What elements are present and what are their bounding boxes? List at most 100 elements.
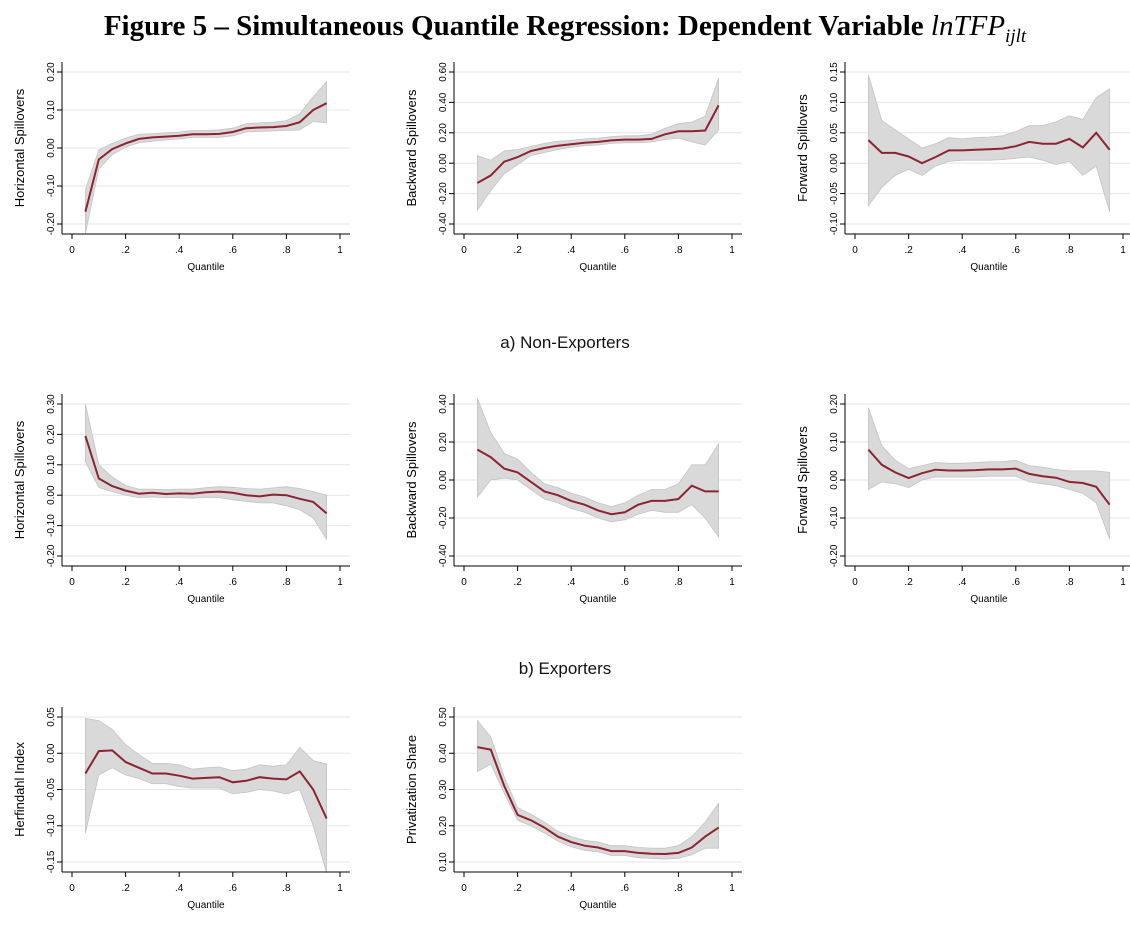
y-tick-label: -0.10	[46, 514, 57, 537]
x-tick-label: 1	[729, 883, 735, 894]
x-tick-label: .4	[567, 245, 576, 256]
x-tick-label: 1	[729, 245, 735, 256]
estimate-line	[84, 102, 328, 213]
x-axis-title: Quantile	[579, 594, 617, 605]
y-axis-title: Backward Spillovers	[404, 89, 419, 207]
y-axis-title: Privatization Share	[404, 735, 419, 844]
y-tick-label: 0.05	[829, 123, 840, 143]
y-tick-label: 0.20	[46, 424, 57, 444]
x-tick-label: 0	[461, 577, 467, 588]
x-tick-label: .4	[175, 245, 184, 256]
x-tick-label: .2	[513, 245, 522, 256]
x-tick-label: .6	[229, 577, 238, 588]
x-tick-label: 1	[729, 577, 735, 588]
y-tick-label: -0.20	[46, 544, 57, 567]
chart-non-exporters-forward: 0.15 0.10 0.05 0.00 -0.05 -0.10 0 .2 .4 .6 .8 1 Quan…	[795, 62, 1130, 273]
figure-title: Figure 5 – Simultaneous Quantile Regress…	[0, 10, 1130, 48]
x-tick-label: 0	[852, 577, 858, 588]
x-tick-label: .6	[229, 883, 238, 894]
y-tick-label: -0.05	[46, 778, 57, 801]
y-tick-label: 0.10	[829, 92, 840, 112]
figure-title-variable: lnTFPijlt	[930, 10, 1027, 47]
y-tick-label: 0.30	[46, 394, 57, 414]
chart-exporters-backward: 0.40 0.20 0.00 -0.20 -0.40 0 .2 .4 .6 .8 1 Quantile…	[404, 394, 742, 605]
x-axis-title: Quantile	[970, 594, 1008, 605]
chart-privatization: 0.50 0.40 0.30 0.20 0.10 0 .2 .4 .6 .8 1 Quantile Pr…	[404, 707, 742, 911]
y-tick-label: 0.00	[829, 153, 840, 173]
x-tick-label: 1	[337, 245, 343, 256]
estimate-line	[84, 435, 328, 515]
y-tick-label: 0.15	[829, 62, 840, 82]
estimate-line	[477, 746, 720, 856]
y-tick-label: 0.10	[46, 455, 57, 475]
x-tick-label: 0	[461, 245, 467, 256]
y-tick-label: 0.00	[46, 485, 57, 505]
chart-non-exporters-backward: 0.60 0.40 0.20 0.00 -0.20 -0.40 0 .2 .4 .6 .8 1 Quan…	[404, 62, 742, 273]
x-tick-label: 0	[69, 883, 75, 894]
group-label-exporters: b) Exporters	[518, 659, 612, 678]
x-tick-label: .6	[1012, 245, 1021, 256]
x-axis-title: Quantile	[970, 262, 1008, 273]
x-tick-label: .2	[121, 883, 130, 894]
y-tick-label: 0.10	[829, 432, 840, 452]
y-axis-title: Horizontal Spillovers	[12, 88, 27, 207]
confidence-band	[477, 398, 719, 539]
estimate-line	[84, 749, 328, 819]
x-tick-label: .2	[904, 577, 913, 588]
y-tick-label: 0.00	[829, 470, 840, 490]
y-tick-label: 0.30	[438, 779, 449, 799]
x-tick-label: .6	[229, 245, 238, 256]
y-tick-label: 0.10	[46, 100, 57, 120]
y-tick-label: -0.20	[438, 506, 449, 529]
y-tick-label: 0.00	[46, 743, 57, 763]
x-tick-label: .8	[674, 245, 683, 256]
x-tick-label: .2	[513, 577, 522, 588]
y-tick-label: 0.00	[438, 470, 449, 490]
x-tick-label: .2	[121, 245, 130, 256]
y-tick-label: 0.05	[46, 707, 57, 727]
y-tick-label: -0.40	[438, 544, 449, 567]
x-tick-label: .8	[282, 883, 291, 894]
y-axis-title: Backward Spillovers	[404, 421, 419, 539]
x-tick-label: .2	[513, 883, 522, 894]
x-tick-label: .6	[621, 883, 630, 894]
x-tick-label: .6	[1012, 577, 1021, 588]
x-tick-label: .2	[121, 577, 130, 588]
x-axis-title: Quantile	[579, 900, 617, 911]
y-tick-label: -0.20	[829, 544, 840, 567]
x-tick-label: .8	[1065, 245, 1074, 256]
y-tick-label: -0.20	[438, 182, 449, 205]
y-tick-label: -0.20	[46, 212, 57, 235]
confidence-band	[868, 74, 1110, 212]
x-tick-label: 1	[1120, 577, 1126, 588]
x-axis-title: Quantile	[187, 262, 225, 273]
chart-exporters-forward: 0.20 0.10 0.00 -0.10 -0.20 0 .2 .4 .6 .8 1 Quantile…	[795, 394, 1130, 605]
y-tick-label: -0.40	[438, 212, 449, 235]
x-tick-label: .8	[674, 577, 683, 588]
confidence-band	[85, 717, 327, 874]
x-tick-label: .8	[282, 577, 291, 588]
estimate-line	[476, 104, 720, 184]
x-tick-label: .6	[621, 577, 630, 588]
x-tick-label: 1	[337, 883, 343, 894]
estimate-line	[867, 131, 1111, 165]
y-tick-label: -0.10	[46, 814, 57, 837]
x-tick-label: .4	[958, 245, 967, 256]
x-tick-label: 0	[69, 245, 75, 256]
x-tick-label: .4	[567, 577, 576, 588]
y-axis-title: Herfindahl Index	[12, 742, 27, 837]
x-tick-label: .8	[282, 245, 291, 256]
y-tick-label: -0.10	[829, 212, 840, 235]
x-tick-label: .4	[567, 883, 576, 894]
x-tick-label: 0	[69, 577, 75, 588]
y-tick-label: 0.20	[46, 62, 57, 82]
x-tick-label: .8	[1065, 577, 1074, 588]
y-tick-label: 0.10	[438, 852, 449, 872]
x-tick-label: .4	[175, 577, 184, 588]
y-tick-label: 0.20	[438, 432, 449, 452]
x-tick-label: .8	[674, 883, 683, 894]
estimate-line	[476, 448, 719, 516]
x-tick-label: .6	[621, 245, 630, 256]
x-tick-label: .2	[904, 245, 913, 256]
chart-herfindahl: 0.05 0.00 -0.05 -0.10 -0.15 0 .2 .4 .6 .8 1 Quantil…	[12, 707, 350, 911]
